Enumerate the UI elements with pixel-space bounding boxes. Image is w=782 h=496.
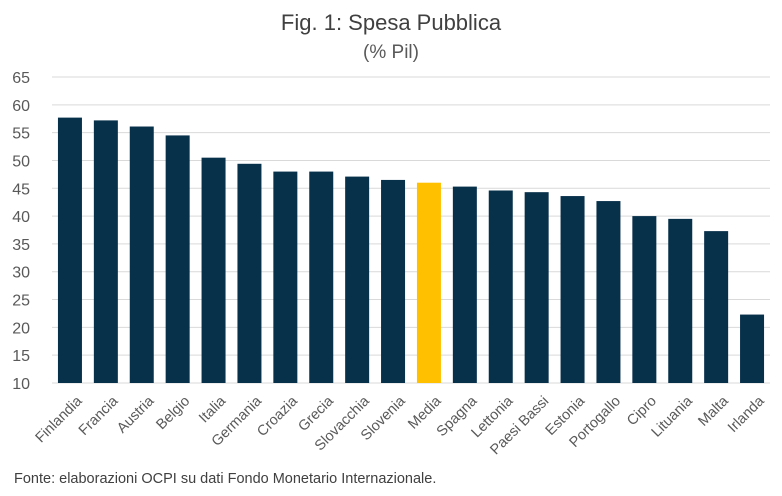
y-tick-label: 25	[12, 293, 30, 310]
bar-lituania	[668, 218, 693, 383]
bar-paesi-bassi	[524, 192, 549, 383]
bar-slovenia	[381, 179, 406, 383]
y-tick-label: 15	[12, 348, 30, 365]
bar-lettonia	[488, 190, 513, 383]
bar-estonia	[560, 196, 585, 383]
y-tick-label: 50	[12, 153, 30, 170]
y-axis-tick-labels: 10 15 20 25 30 35 40 45 50 55 60 65	[12, 70, 30, 393]
y-tick-label: 65	[12, 70, 30, 87]
x-tick-label: Finlandia	[33, 393, 87, 447]
y-tick-label: 20	[12, 320, 30, 337]
y-tick-label: 30	[12, 265, 30, 282]
chart-subtitle: (% Pil)	[363, 42, 419, 63]
bar-irlanda	[740, 314, 765, 383]
source-note: Fonte: elaborazioni OCPI su dati Fondo M…	[14, 471, 437, 487]
x-tick-label: Francia	[76, 393, 122, 439]
bars	[57, 117, 765, 384]
bar-malta	[704, 231, 729, 383]
x-tick-label: Irlanda	[725, 393, 768, 436]
bar-cipro	[632, 216, 657, 383]
x-tick-label: Austria	[114, 393, 158, 437]
y-tick-label: 55	[12, 126, 30, 143]
y-tick-label: 10	[12, 376, 30, 393]
bar-slovacchia	[345, 176, 370, 383]
y-tick-label: 40	[12, 209, 30, 226]
x-tick-label: Belgio	[153, 393, 193, 433]
chart-title: Fig. 1: Spesa Pubblica	[280, 10, 502, 35]
bar-germania	[237, 163, 262, 383]
bar-spagna	[452, 186, 477, 383]
bar-croazia	[273, 171, 298, 383]
bar-finlandia	[57, 117, 82, 383]
gridlines	[52, 76, 770, 384]
y-tick-label: 35	[12, 237, 30, 254]
y-tick-label: 45	[12, 181, 30, 198]
bar-francia	[93, 120, 118, 383]
bar-portogallo	[596, 201, 621, 383]
bar-austria	[129, 126, 154, 384]
x-tick-label: Lituania	[649, 393, 697, 441]
bar-grecia	[309, 171, 334, 383]
x-tick-label: Croazia	[254, 393, 301, 440]
bar-belgio	[165, 135, 190, 383]
y-tick-label: 60	[12, 98, 30, 115]
bar-media	[416, 182, 441, 383]
bar-italia	[201, 157, 226, 383]
